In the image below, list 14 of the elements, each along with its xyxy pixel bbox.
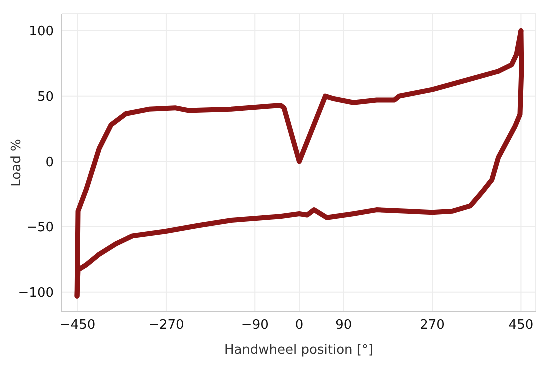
y-tick-label: 100 [29,24,54,40]
x-tick-label: −270 [148,318,184,334]
x-tick-label: −450 [60,318,96,334]
x-axis-title: Handwheel position [°] [224,343,374,358]
y-tick-label: 0 [46,155,54,170]
y-tick-label: −100 [18,286,54,302]
y-tick-label: −50 [26,220,54,236]
x-tick-label: −90 [241,318,269,334]
y-axis-title: Load % [10,139,25,187]
x-tick-label: 450 [508,318,534,334]
y-tick-label: 50 [37,90,54,105]
x-tick-label: 90 [336,318,352,334]
x-tick-label: 270 [420,318,445,334]
x-tick-label: 0 [295,318,304,334]
